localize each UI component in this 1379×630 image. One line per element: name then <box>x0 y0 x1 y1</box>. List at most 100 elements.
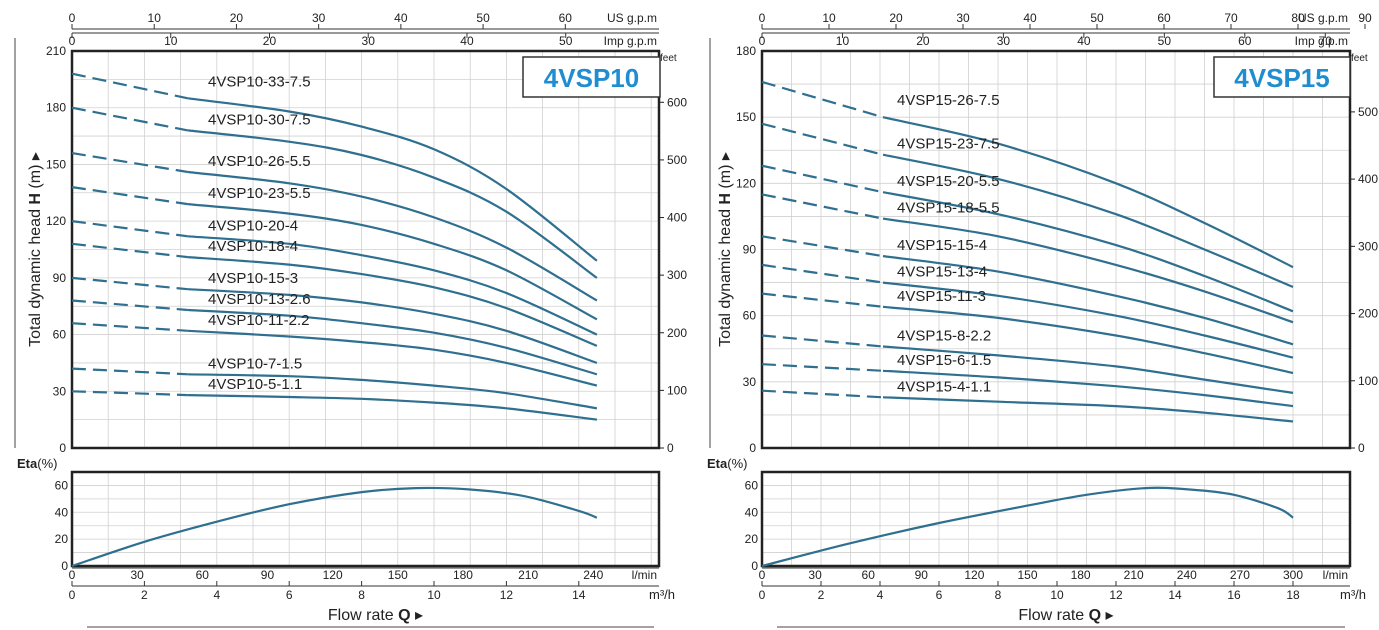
head-curve <box>882 255 1294 346</box>
y-tick-label: 150 <box>736 110 756 124</box>
chart-panel-4vsp15: 0306090120150180feet0100200300400500Tota… <box>707 11 1378 628</box>
eta-tick-label: 40 <box>745 505 759 519</box>
x-axis-title-arrow: ▸ <box>411 607 423 624</box>
m3h-tick-label: 6 <box>286 588 293 602</box>
m3h-tick-label: 10 <box>1050 588 1064 602</box>
head-curve-dashed <box>71 186 188 206</box>
lmin-tick-label: 90 <box>261 568 275 582</box>
usgpm-unit-label: US g.p.m <box>1298 11 1348 25</box>
chart-title: 4VSP10 <box>544 63 639 93</box>
eta-axis-title-unit: (%) <box>727 456 747 471</box>
eta-tick-label: 20 <box>745 532 759 546</box>
usgpm-unit-label: US g.p.m <box>607 11 657 25</box>
x-axis-title-text: Flow rate <box>328 607 398 624</box>
lmin-unit-label: l/min <box>1323 568 1348 582</box>
y-tick-label: 90 <box>53 271 67 285</box>
lmin-unit-label: l/min <box>632 568 657 582</box>
m3h-tick-label: 6 <box>936 588 943 602</box>
lmin-tick-label: 270 <box>1230 568 1250 582</box>
series-label: 4VSP10-26-5.5 <box>208 153 311 170</box>
head-curves <box>71 72 598 421</box>
series-label: 4VSP10-11-2.2 <box>208 312 309 329</box>
head-curve <box>187 235 598 336</box>
eta-chart-frame <box>760 470 1352 568</box>
lmin-tick-label: 90 <box>915 568 929 582</box>
eta-tick-label: 40 <box>55 505 69 519</box>
series-label: 4VSP15-20-5.5 <box>897 173 1000 190</box>
y-axis-title-symbol: H <box>27 193 44 205</box>
head-curve-dashed <box>761 122 884 156</box>
lmin-tick-label: 300 <box>1283 568 1303 582</box>
feet-tick-label: 0 <box>1358 441 1365 455</box>
eta-tick-label: 0 <box>751 559 758 573</box>
head-curve <box>187 256 598 347</box>
usgpm-tick-label: 30 <box>312 11 326 25</box>
head-curve-dashed <box>761 235 884 258</box>
efficiency-curve <box>71 486 598 568</box>
usgpm-tick-label: 20 <box>889 11 903 25</box>
x-axis-title-arrow: ▸ <box>1101 607 1113 624</box>
head-curve-dashed <box>761 292 884 308</box>
impgpm-tick-label: 50 <box>1158 34 1172 48</box>
lmin-tick-label: 240 <box>583 568 603 582</box>
m3h-unit-label: m³/h <box>1340 587 1366 602</box>
m3h-tick-label: 0 <box>759 588 766 602</box>
lmin-tick-label: 180 <box>453 568 473 582</box>
y-axis-title-unit: (m) ▸ <box>27 152 44 193</box>
y-tick-label: 60 <box>743 309 757 323</box>
x-axis-title: Flow rate Q ▸ <box>1018 607 1113 624</box>
m3h-tick-label: 18 <box>1286 588 1300 602</box>
feet-tick-label: 200 <box>1358 307 1378 321</box>
head-curve-dashed <box>761 164 884 194</box>
usgpm-tick-label: 0 <box>69 11 76 25</box>
y-right-unit-label: feet <box>1351 53 1368 64</box>
usgpm-tick-label: 70 <box>1224 11 1238 25</box>
impgpm-tick-label: 0 <box>69 34 76 48</box>
head-curve-dashed <box>71 322 188 332</box>
m3h-tick-label: 0 <box>69 588 76 602</box>
usgpm-tick-label: 40 <box>1023 11 1037 25</box>
m3h-tick-label: 14 <box>572 588 586 602</box>
series-label: 4VSP15-11-3 <box>897 288 986 305</box>
m3h-tick-label: 4 <box>213 588 220 602</box>
series-label: 4VSP10-18-4 <box>208 238 298 255</box>
feet-tick-label: 100 <box>1358 374 1378 388</box>
series-label: 4VSP10-20-4 <box>208 217 298 234</box>
head-curve <box>187 129 598 279</box>
m3h-tick-label: 4 <box>877 588 884 602</box>
usgpm-tick-label: 10 <box>822 11 836 25</box>
eta-tick-label: 60 <box>55 478 69 492</box>
head-curve <box>187 394 598 421</box>
series-label: 4VSP15-15-4 <box>897 237 987 254</box>
lmin-tick-label: 180 <box>1071 568 1091 582</box>
head-curve-dashed <box>761 363 884 372</box>
head-curve <box>882 116 1294 269</box>
head-curve-dashed <box>71 276 188 291</box>
lmin-tick-label: 0 <box>69 568 76 582</box>
feet-tick-label: 300 <box>1358 239 1378 253</box>
series-label: 4VSP15-13-4 <box>897 264 987 281</box>
head-curve <box>187 373 598 410</box>
m3h-tick-label: 16 <box>1227 588 1241 602</box>
impgpm-unit-label: Imp g.p.m <box>604 34 657 48</box>
y-axis-title-text: Total dynamic head <box>27 205 44 347</box>
lmin-tick-label: 60 <box>862 568 876 582</box>
m3h-tick-label: 8 <box>995 588 1002 602</box>
y-tick-label: 180 <box>46 101 66 115</box>
lmin-tick-label: 30 <box>808 568 822 582</box>
head-curve <box>882 345 1294 394</box>
series-label: 4VSP15-23-7.5 <box>897 136 1000 153</box>
head-curve-dashed <box>761 80 884 119</box>
head-curve <box>187 97 598 262</box>
impgpm-tick-label: 70 <box>1319 34 1333 48</box>
head-curve <box>882 191 1294 313</box>
usgpm-tick-label: 60 <box>559 11 573 25</box>
head-curve-dashed <box>71 72 189 100</box>
head-curve <box>882 396 1294 423</box>
eta-axis-title: Eta(%) <box>707 456 747 471</box>
head-curve <box>882 217 1294 324</box>
usgpm-tick-label: 10 <box>148 11 162 25</box>
m3h-tick-label: 2 <box>141 588 148 602</box>
impgpm-unit-label: Imp g.p.m <box>1295 34 1348 48</box>
eta-tick-label: 60 <box>745 478 759 492</box>
